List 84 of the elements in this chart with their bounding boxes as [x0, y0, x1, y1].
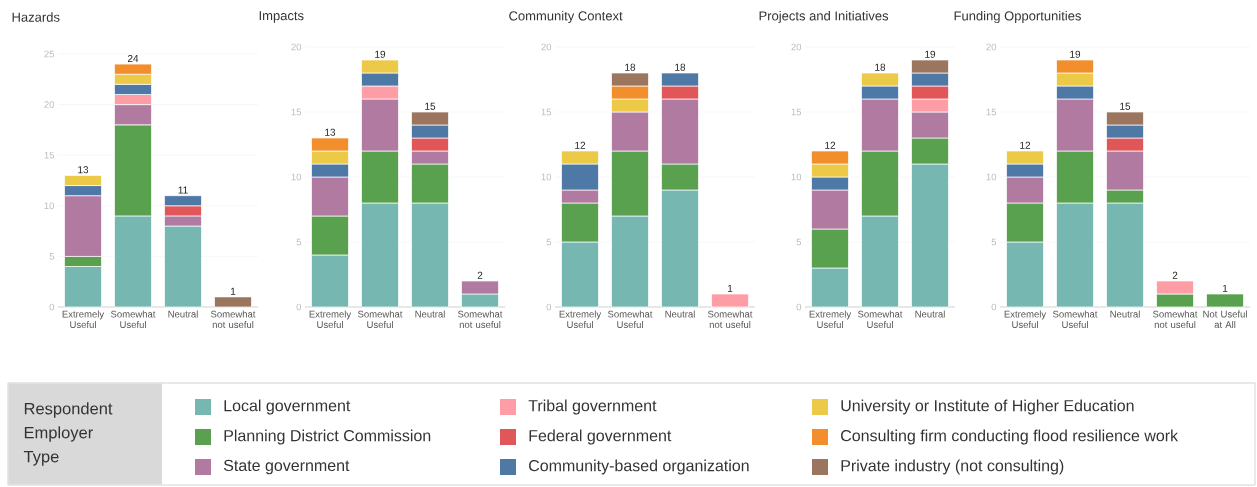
total-label: 12	[1020, 141, 1031, 149]
total-label: 1	[728, 284, 733, 292]
x-tick-label: Neutral	[915, 310, 945, 318]
x-tick-label: Extremely Useful	[559, 310, 602, 329]
x-tick-label: Neutral	[168, 310, 198, 318]
x-tick-label: Extremely Useful	[62, 310, 105, 329]
y-tick-label: 5	[546, 238, 552, 246]
total-label: 13	[325, 128, 336, 136]
legend-label: State government	[223, 459, 350, 475]
x-tick-label: Somewhat Useful	[111, 310, 156, 329]
legend-label: Tribal government	[528, 399, 657, 415]
y-tick-label: 0	[991, 303, 997, 311]
total-label: 18	[625, 63, 636, 71]
x-tick-label: Neutral	[665, 310, 695, 318]
x-tick-label: Somewhat not useful	[708, 310, 753, 329]
x-tick-label: Somewhat not useful	[458, 310, 503, 329]
chart-title: Community Context	[509, 10, 623, 24]
bar	[711, 293, 749, 308]
chart-title: Projects and Initiatives	[759, 10, 889, 24]
y-tick-label: 5	[49, 253, 55, 260]
y-tick-label: 10	[291, 173, 302, 181]
legend-label: Consulting firm conducting flood resilience work	[841, 429, 1179, 445]
total-label: 1	[1223, 284, 1228, 292]
total-label: 15	[425, 102, 436, 110]
total-label: 15	[1120, 102, 1131, 110]
x-tick-label: Neutral	[415, 310, 445, 318]
chart-title: Funding Opportunities	[954, 10, 1081, 24]
total-label: 12	[825, 141, 836, 149]
total-label: 18	[875, 63, 886, 71]
legend-label: Community-based organization	[529, 459, 749, 475]
y-tick-label: 0	[796, 303, 802, 311]
y-tick-label: 5	[796, 238, 802, 246]
total-label: 13	[78, 166, 89, 174]
x-tick-label: Somewhat Useful	[858, 310, 903, 329]
bar	[214, 296, 252, 308]
x-tick-label: Somewhat not useful	[211, 310, 256, 329]
x-tick-label: Extremely Useful	[809, 310, 852, 329]
legend-title: Respondent Employer Type	[23, 402, 113, 466]
x-tick-label: Somewhat Useful	[608, 310, 653, 329]
legend-label: Private industry (not consulting)	[841, 459, 1064, 475]
x-tick-label: Somewhat not useful	[1153, 310, 1198, 329]
legend-label: University or Institute of Higher Education	[841, 399, 1134, 415]
x-tick-label: Somewhat Useful	[1053, 310, 1098, 329]
total-label: 1	[230, 287, 236, 295]
total-label: 11	[178, 186, 188, 194]
y-tick-label: 20	[986, 43, 997, 51]
y-tick-label: 5	[296, 238, 302, 246]
y-tick-label: 5	[991, 238, 997, 246]
y-tick-label: 10	[541, 173, 552, 181]
y-tick-label: 25	[44, 50, 55, 58]
y-tick-label: 0	[296, 303, 302, 311]
y-tick-label: 20	[44, 101, 55, 108]
y-tick-label: 20	[291, 43, 302, 51]
y-tick-label: 10	[44, 202, 55, 210]
total-label: 19	[925, 50, 936, 58]
y-tick-label: 0	[49, 303, 55, 311]
x-tick-label: Neutral	[1110, 310, 1140, 318]
y-tick-label: 15	[541, 108, 552, 116]
total-label: 12	[575, 141, 586, 149]
y-tick-label: 10	[986, 173, 997, 181]
total-label: 2	[477, 271, 483, 279]
x-tick-label: Not Useful at All	[1203, 310, 1247, 329]
total-label: 18	[675, 63, 686, 71]
legend-label: Federal government	[529, 429, 672, 445]
total-label: 19	[1070, 50, 1081, 58]
legend-label: Planning District Commission	[224, 429, 431, 445]
legend-label: Local government	[224, 399, 351, 415]
chart-title: Impacts	[259, 11, 304, 23]
total-label: 24	[127, 54, 139, 62]
chart-title: Hazards	[12, 12, 60, 22]
x-tick-label: Extremely Useful	[309, 310, 352, 329]
total-label: 2	[1172, 271, 1178, 279]
y-tick-label: 0	[546, 303, 552, 311]
x-tick-label: Extremely Useful	[1004, 310, 1047, 329]
y-tick-label: 15	[791, 108, 802, 116]
y-tick-label: 15	[986, 108, 997, 116]
y-tick-label: 20	[541, 43, 552, 51]
total-label: 19	[375, 50, 386, 58]
y-tick-label: 20	[791, 43, 802, 51]
y-tick-label: 15	[44, 151, 55, 159]
y-tick-label: 15	[291, 108, 302, 116]
bar	[1206, 293, 1244, 308]
x-tick-label: Somewhat Useful	[358, 310, 403, 329]
y-tick-label: 10	[791, 173, 802, 181]
